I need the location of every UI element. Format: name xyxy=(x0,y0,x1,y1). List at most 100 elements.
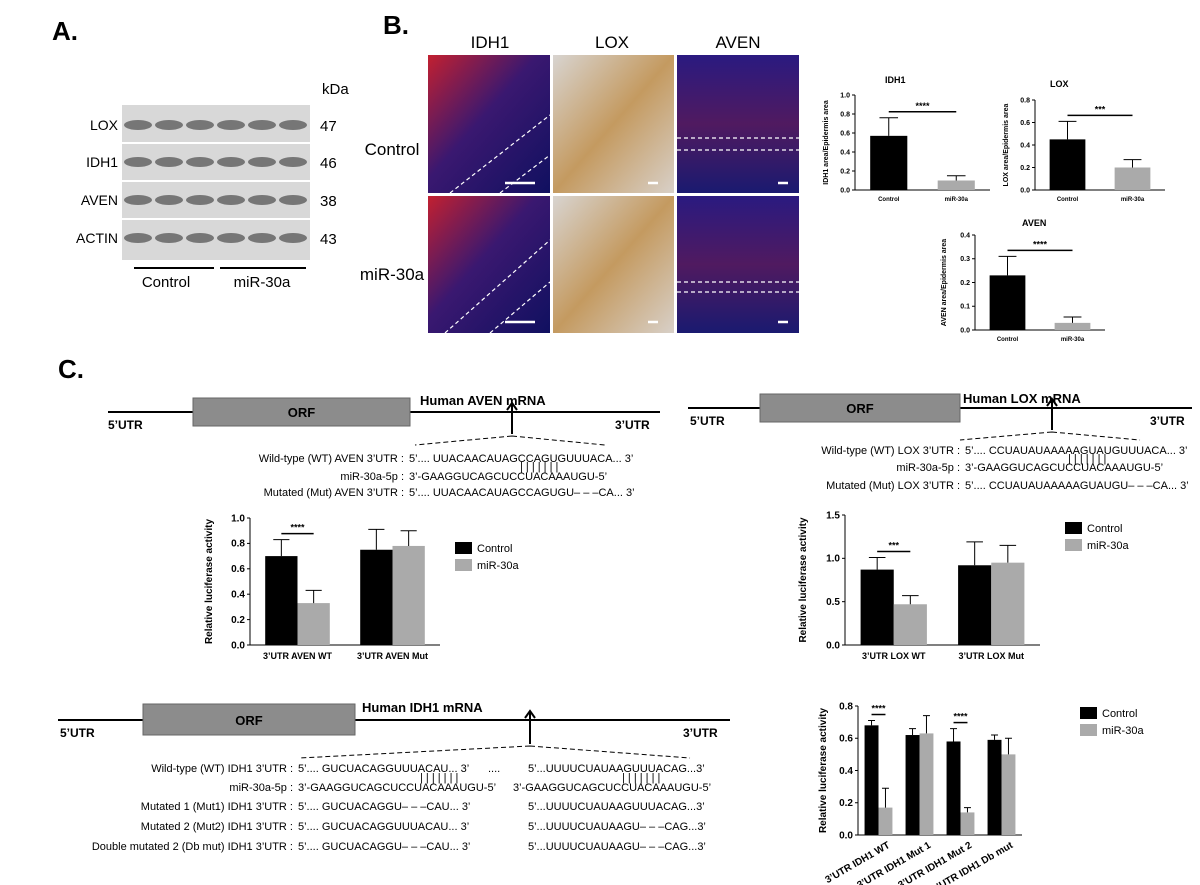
sequence-label: Mutated 2 (Mut2) IDH1 3’UTR : xyxy=(141,821,293,833)
bar xyxy=(878,807,893,835)
error-bar xyxy=(879,117,899,136)
error-bar xyxy=(868,720,876,726)
site-dashes xyxy=(959,431,1141,441)
legend-label: miR-30a xyxy=(1102,725,1144,737)
bar xyxy=(989,275,1026,330)
error-bar xyxy=(881,787,889,808)
sequence-label: Wild-type (WT) LOX 3’UTR : xyxy=(821,445,960,457)
y-axis-label: IDH1 area/Epidermis area xyxy=(823,100,830,185)
separator: .... xyxy=(488,763,500,775)
site-dashes xyxy=(299,745,691,759)
y-tick-label: 0.8 xyxy=(1020,97,1030,104)
mrna-title: Human IDH1 mRNA xyxy=(362,700,483,715)
significance: *** xyxy=(1095,104,1106,114)
sequence: 3’-GAAGGUCAGCUCCUACAAAUGU-5’ xyxy=(298,782,496,794)
bar xyxy=(1114,167,1151,190)
y-axis-label: LOX area/Epidermis area xyxy=(1003,103,1010,186)
legend-swatch xyxy=(455,559,472,571)
x-tick-label: miR-30a xyxy=(945,197,969,203)
bar xyxy=(958,565,992,645)
bar xyxy=(1054,322,1091,330)
sequence: 5’...UUUUCUAUAAGUUUACAG...3’ xyxy=(528,763,705,775)
sequence: 5’.... GUCUACAGGUUUACAU... 3’ xyxy=(298,821,469,833)
sequence: 5’.... UUACAACAUAGCCAGUGUUUACA... 3’ xyxy=(409,453,633,465)
blot-band xyxy=(186,157,214,167)
bar xyxy=(893,604,927,645)
error-bar xyxy=(368,528,385,550)
panel-label: B. xyxy=(383,10,409,40)
y-tick-label: 0.4 xyxy=(960,232,970,239)
pairing: | | | | | | | xyxy=(622,772,660,784)
blot-band xyxy=(155,233,183,243)
blot-band xyxy=(124,233,152,243)
blot-band xyxy=(155,195,183,205)
blot-band xyxy=(217,120,245,130)
mrna-title: Human LOX mRNA xyxy=(963,391,1081,406)
protein-label: IDH1 xyxy=(86,154,118,170)
error-bar xyxy=(1004,737,1012,755)
kda-label: 43 xyxy=(320,231,337,248)
panel-label: C. xyxy=(58,354,84,384)
x-tick-label: miR-30a xyxy=(1061,337,1085,343)
sequence: 5’.... CCUAUAUAAAAAGUAUGU– – –CA... 3’ xyxy=(965,480,1189,492)
micrograph xyxy=(677,196,799,333)
legend-swatch xyxy=(1065,522,1082,534)
y-tick-label: 0.0 xyxy=(1020,187,1030,194)
y-tick-label: 0.5 xyxy=(826,597,840,608)
blot-band xyxy=(124,157,152,167)
x-tick-label: 3’UTR AVEN WT xyxy=(263,651,333,661)
protein-label: LOX xyxy=(90,117,119,133)
y-tick-label: 0.8 xyxy=(231,539,245,550)
blot-band xyxy=(124,195,152,205)
error-bar xyxy=(1123,159,1142,168)
error-bar xyxy=(963,807,971,813)
utr-label: 3’UTR xyxy=(615,418,650,432)
blot-band xyxy=(248,120,276,130)
legend-swatch xyxy=(455,542,472,554)
utr-label: 3’UTR xyxy=(683,726,718,740)
sequence: 5’...UUUUCUAUAAGU– – –CAG...3’ xyxy=(528,821,706,833)
orf-label: ORF xyxy=(288,405,316,420)
sequence-label: miR-30a-5p : xyxy=(229,782,293,794)
sequence-label: Mutated (Mut) LOX 3’UTR : xyxy=(826,480,960,492)
kda-label: 46 xyxy=(320,155,337,172)
y-tick-label: 1.5 xyxy=(826,510,840,521)
legend-label: Control xyxy=(477,543,512,555)
blot-band xyxy=(217,157,245,167)
column-label: IDH1 xyxy=(471,33,510,52)
site-dashes xyxy=(414,435,606,446)
y-tick-label: 0.4 xyxy=(839,766,853,777)
error-bar xyxy=(966,541,983,566)
legend-swatch xyxy=(1065,539,1082,551)
blot-band xyxy=(186,233,214,243)
blot-band xyxy=(248,195,276,205)
sequence-label: Double mutated 2 (Db mut) IDH1 3’UTR : xyxy=(92,841,293,853)
error-bar xyxy=(1058,120,1077,140)
legend-swatch xyxy=(1080,724,1097,736)
row-label: miR-30a xyxy=(360,265,425,284)
y-tick-label: 0.0 xyxy=(231,640,245,651)
chart-title: IDH1 xyxy=(885,75,906,85)
y-tick-label: 0.6 xyxy=(231,564,245,575)
legend-label: Control xyxy=(1087,523,1122,535)
bar xyxy=(870,135,908,190)
kda-label: 47 xyxy=(320,118,337,135)
y-tick-label: 1.0 xyxy=(826,554,840,565)
significance: **** xyxy=(1033,239,1048,249)
blot-band xyxy=(279,157,307,167)
x-tick-label: Control xyxy=(1057,197,1079,203)
y-tick-label: 0.0 xyxy=(839,830,853,841)
blot-band xyxy=(248,157,276,167)
y-axis-label: Relative luciferase activity xyxy=(204,519,215,645)
bar xyxy=(360,549,393,645)
error-bar xyxy=(909,728,917,736)
micrograph xyxy=(677,55,799,193)
y-tick-label: 0.4 xyxy=(1020,142,1030,149)
bar xyxy=(960,812,975,835)
y-tick-label: 0.6 xyxy=(839,734,853,745)
x-tick-label: 3’UTR LOX WT xyxy=(862,651,926,661)
error-bar xyxy=(902,595,919,605)
y-tick-label: 1.0 xyxy=(231,513,245,524)
y-tick-label: 0.2 xyxy=(960,280,970,287)
